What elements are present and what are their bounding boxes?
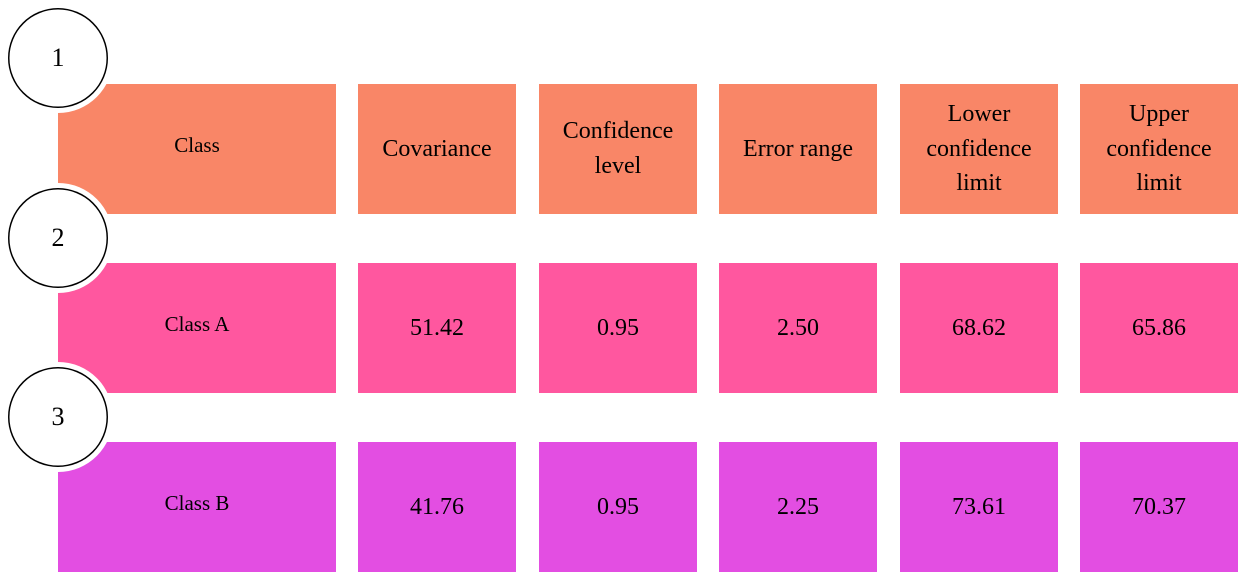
header-class-cell: Class	[58, 84, 336, 214]
header-upper-limit: Upper confidence limit	[1106, 100, 1212, 197]
class-b-lower-limit: 73.61	[952, 493, 1006, 520]
class-a-lower-limit-cell: 68.62	[900, 263, 1058, 393]
class-b-error-range: 2.25	[777, 493, 819, 520]
class-b-upper-limit-cell: 70.37	[1080, 442, 1238, 572]
header-covariance: Covariance	[382, 135, 492, 162]
header-lower-limit: Lower confidence limit	[926, 100, 1032, 197]
class-b-label: Class B	[164, 490, 230, 515]
header-class: Class	[174, 132, 220, 157]
step-circle-1: 1	[8, 8, 108, 108]
class-b-covariance: 41.76	[410, 493, 464, 520]
class-a-cell: Class A	[58, 263, 336, 393]
class-b-confidence-level-cell: 0.95	[539, 442, 697, 572]
header-error-range: Error range	[743, 135, 853, 162]
class-a-covariance: 51.42	[410, 314, 464, 341]
class-a-covariance-cell: 51.42	[358, 263, 516, 393]
header-confidence-level: Confidence level	[562, 118, 674, 179]
class-a-confidence-level: 0.95	[597, 314, 639, 341]
class-a-upper-limit: 65.86	[1132, 314, 1186, 341]
class-a-label: Class A	[164, 311, 230, 336]
class-b-covariance-cell: 41.76	[358, 442, 516, 572]
class-a-error-range-cell: 2.50	[719, 263, 877, 393]
table-row: Class A 51.42 0.95 2.50 68.62 65.86	[0, 263, 1250, 393]
class-b-cell: Class B	[58, 442, 336, 572]
header-row: Class Covariance Confidence level Error …	[0, 84, 1250, 214]
step-circle-2: 2	[8, 188, 108, 288]
class-b-error-range-cell: 2.25	[719, 442, 877, 572]
header-covariance-cell: Covariance	[358, 84, 516, 214]
header-upper-limit-cell: Upper confidence limit	[1080, 84, 1238, 214]
header-lower-limit-cell: Lower confidence limit	[900, 84, 1058, 214]
class-b-lower-limit-cell: 73.61	[900, 442, 1058, 572]
class-a-upper-limit-cell: 65.86	[1080, 263, 1238, 393]
class-b-confidence-level: 0.95	[597, 493, 639, 520]
class-b-upper-limit: 70.37	[1132, 493, 1186, 520]
class-a-confidence-level-cell: 0.95	[539, 263, 697, 393]
table-row: Class B 41.76 0.95 2.25 73.61 70.37	[0, 442, 1250, 572]
class-a-lower-limit: 68.62	[952, 314, 1006, 341]
step-circle-3: 3	[8, 367, 108, 467]
class-a-error-range: 2.50	[777, 314, 819, 341]
header-confidence-level-cell: Confidence level	[539, 84, 697, 214]
header-error-range-cell: Error range	[719, 84, 877, 214]
